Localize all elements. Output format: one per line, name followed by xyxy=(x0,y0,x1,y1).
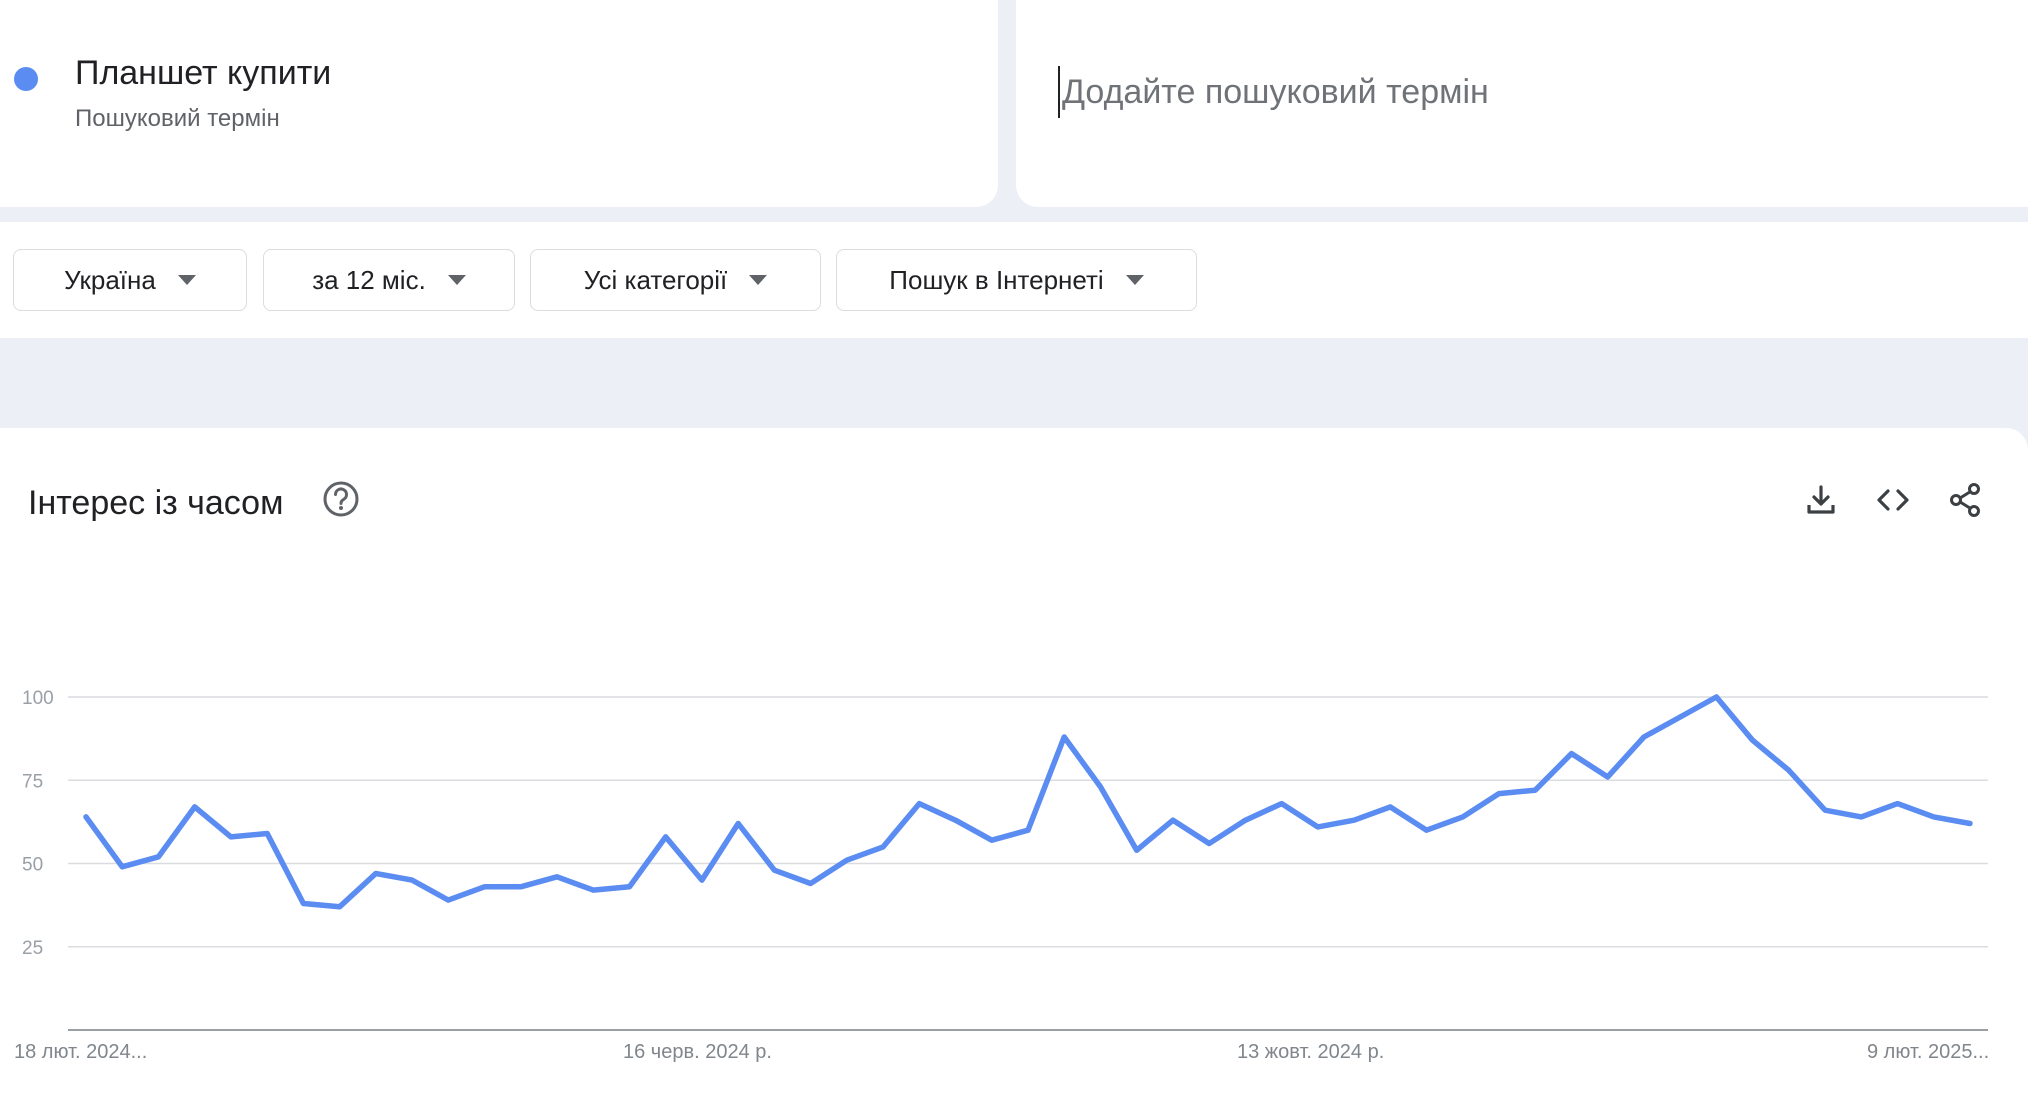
data-point[interactable] xyxy=(114,859,130,875)
data-point[interactable] xyxy=(1672,709,1688,725)
x-tick-label: 16 черв. 2024 р. xyxy=(623,1041,772,1063)
data-point[interactable] xyxy=(1237,812,1253,828)
data-point[interactable] xyxy=(694,872,710,888)
data-point[interactable] xyxy=(948,812,964,828)
term-title[interactable]: Планшет купити xyxy=(75,54,332,92)
data-point[interactable] xyxy=(1636,729,1652,745)
data-point[interactable] xyxy=(404,872,420,888)
data-point[interactable] xyxy=(1962,816,1978,832)
data-point[interactable] xyxy=(585,882,601,898)
interest-line-chart: 25 50 75 100 18 лют. 2024... 16 черв. 2024 р.… xyxy=(14,688,1989,1063)
embed-code-icon[interactable] xyxy=(1875,482,1911,518)
data-point[interactable] xyxy=(1890,796,1906,812)
data-point[interactable] xyxy=(1708,689,1724,705)
caret-down-icon xyxy=(749,275,768,285)
data-point[interactable] xyxy=(1129,842,1145,858)
data-point[interactable] xyxy=(1056,729,1072,745)
y-tick-label: 25 xyxy=(22,938,43,959)
data-point[interactable] xyxy=(332,899,348,915)
x-tick-label: 9 лют. 2025... xyxy=(1867,1041,1989,1063)
region-filter[interactable]: Україна xyxy=(13,249,247,311)
data-point[interactable] xyxy=(1419,822,1435,838)
data-point[interactable] xyxy=(1563,746,1579,762)
add-term-card xyxy=(1016,0,2028,207)
category-filter[interactable]: Усі категорії xyxy=(530,249,821,311)
help-icon[interactable] xyxy=(322,480,360,518)
data-point[interactable] xyxy=(1491,786,1507,802)
category-filter-label: Усі категорії xyxy=(583,264,728,295)
region-filter-label: Україна xyxy=(64,264,156,295)
term-subtitle: Пошуковий термін xyxy=(75,105,280,132)
data-point[interactable] xyxy=(1600,769,1616,785)
data-point[interactable] xyxy=(658,829,674,845)
caret-down-icon xyxy=(1125,275,1144,285)
panel-title: Інтерес із часом xyxy=(28,484,284,522)
data-point[interactable] xyxy=(78,809,94,825)
data-point[interactable] xyxy=(1346,812,1362,828)
data-point[interactable] xyxy=(1817,802,1833,818)
data-point[interactable] xyxy=(259,826,275,842)
search-type-filter[interactable]: Пошук в Інтернеті xyxy=(836,249,1197,311)
data-point[interactable] xyxy=(187,799,203,815)
data-point[interactable] xyxy=(150,849,166,865)
search-type-filter-label: Пошук в Інтернеті xyxy=(889,264,1104,295)
data-point[interactable] xyxy=(621,879,637,895)
data-point[interactable] xyxy=(295,895,311,911)
y-tick-label: 50 xyxy=(22,855,43,876)
data-point[interactable] xyxy=(1853,809,1869,825)
data-point[interactable] xyxy=(984,832,1000,848)
data-point[interactable] xyxy=(513,879,529,895)
data-point[interactable] xyxy=(1274,796,1290,812)
search-term-card[interactable]: Планшет купити Пошуковий термін xyxy=(0,0,998,207)
data-point[interactable] xyxy=(1527,782,1543,798)
data-point[interactable] xyxy=(368,865,384,881)
data-point[interactable] xyxy=(839,852,855,868)
time-range-filter-label: за 12 міс. xyxy=(312,264,426,295)
data-point[interactable] xyxy=(549,869,565,885)
share-icon[interactable] xyxy=(1947,482,1983,518)
data-point[interactable] xyxy=(803,875,819,891)
data-point[interactable] xyxy=(1020,822,1036,838)
data-point[interactable] xyxy=(223,829,239,845)
data-point[interactable] xyxy=(1092,779,1108,795)
time-range-filter[interactable]: за 12 міс. xyxy=(263,249,515,311)
term-color-dot xyxy=(14,67,38,91)
y-tick-label: 100 xyxy=(22,688,54,709)
data-point[interactable] xyxy=(1201,836,1217,852)
data-point[interactable] xyxy=(1310,819,1326,835)
data-point[interactable] xyxy=(766,862,782,878)
data-point[interactable] xyxy=(440,892,456,908)
data-point[interactable] xyxy=(1745,732,1761,748)
x-tick-label: 13 жовт. 2024 р. xyxy=(1237,1041,1384,1063)
data-point[interactable] xyxy=(1382,799,1398,815)
data-point[interactable] xyxy=(1165,812,1181,828)
series-line[interactable] xyxy=(83,694,1973,910)
data-point[interactable] xyxy=(1926,809,1942,825)
data-point[interactable] xyxy=(911,796,927,812)
add-term-input[interactable] xyxy=(1058,66,1958,118)
x-tick-label: 18 лют. 2024... xyxy=(14,1041,147,1063)
y-tick-label: 75 xyxy=(22,771,43,792)
caret-down-icon xyxy=(447,275,466,285)
interest-over-time-card: Інтерес із часом 25 50 75 100 18 лют. 2024..… xyxy=(0,428,2028,1110)
data-point[interactable] xyxy=(1455,809,1471,825)
data-point[interactable] xyxy=(730,816,746,832)
filter-bar: Україна за 12 міс. Усі категорії Пошук в… xyxy=(0,222,2028,338)
caret-down-icon xyxy=(177,275,196,285)
data-point[interactable] xyxy=(1781,762,1797,778)
data-point[interactable] xyxy=(875,839,891,855)
download-icon[interactable] xyxy=(1803,482,1839,518)
data-point[interactable] xyxy=(477,879,493,895)
